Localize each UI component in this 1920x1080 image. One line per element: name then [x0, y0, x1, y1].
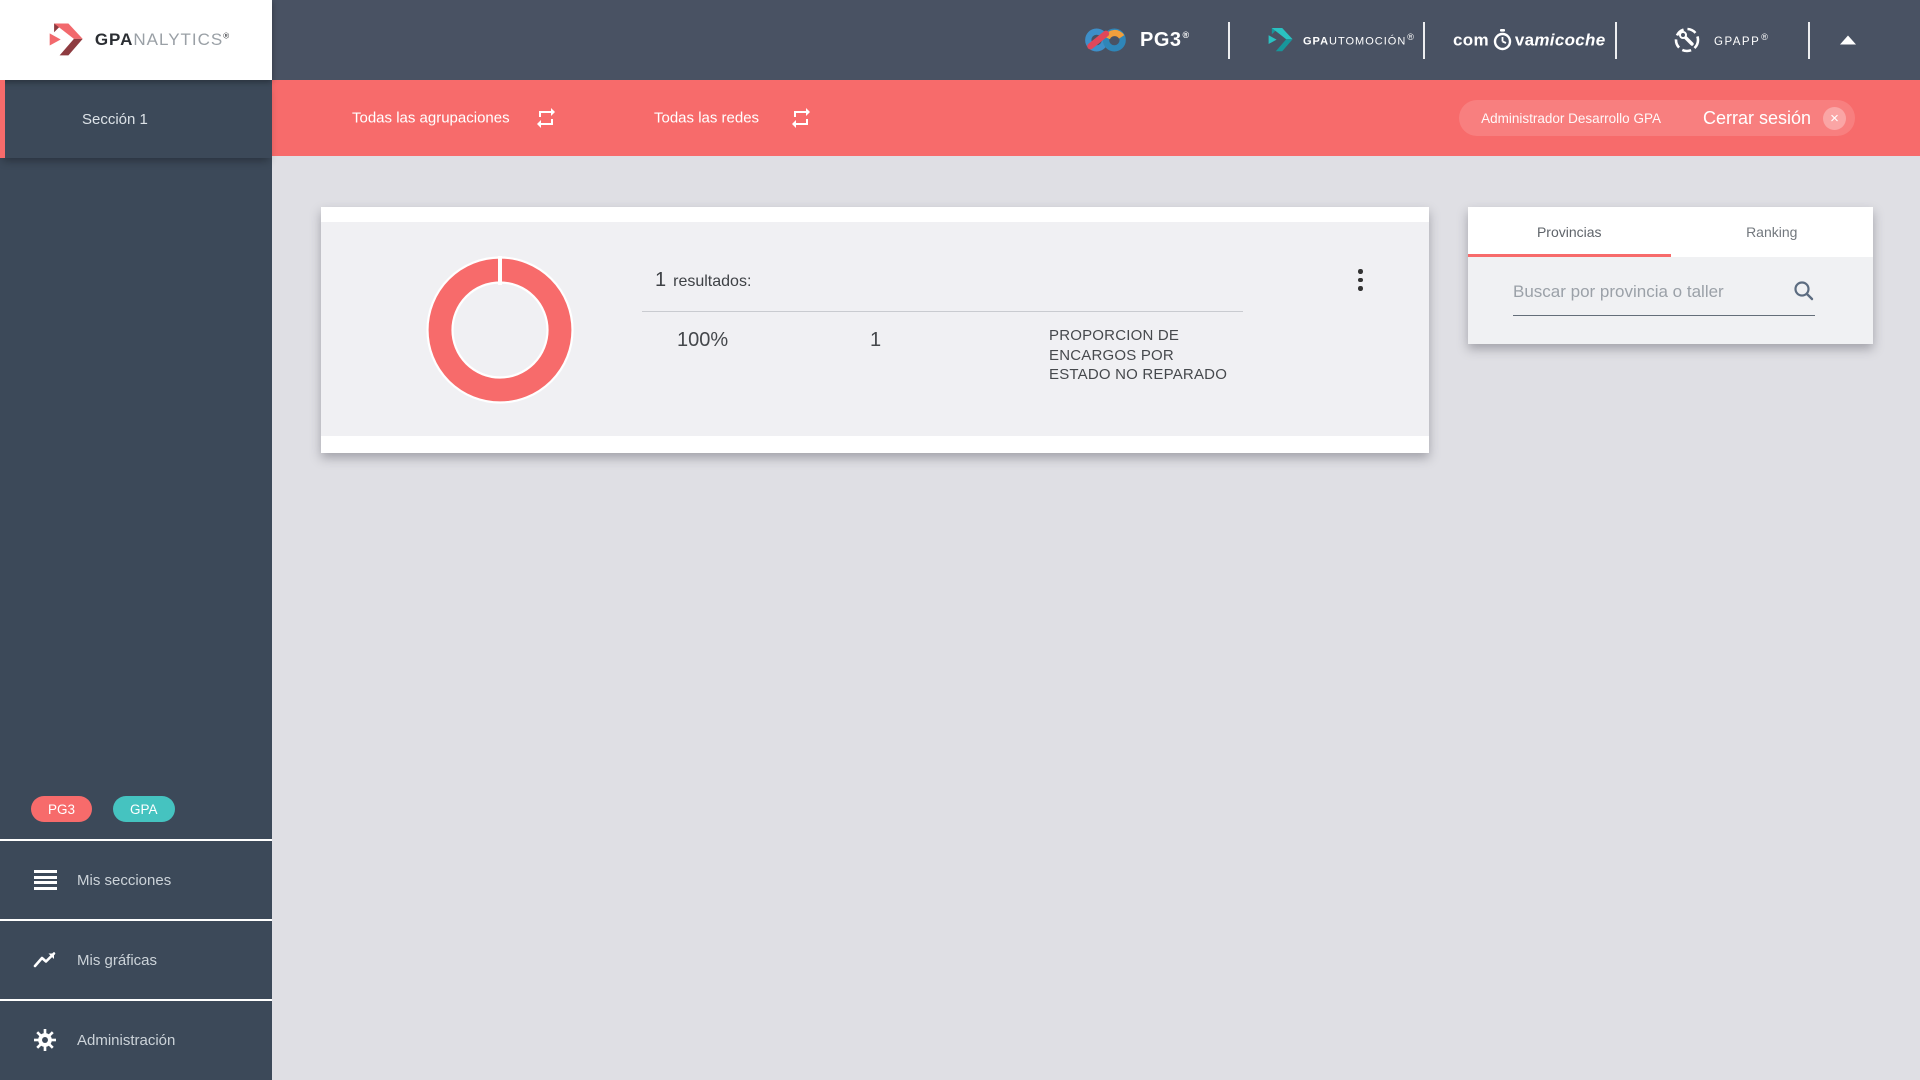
- sidebar-item-administracion[interactable]: Administración: [0, 1001, 272, 1079]
- swap-icon[interactable]: [789, 106, 813, 130]
- sidebar-item-label: Mis gráficas: [77, 951, 158, 969]
- filter-agrupaciones[interactable]: Todas las agrupaciones: [352, 109, 510, 127]
- pg3-logo: PG3®: [1082, 24, 1190, 56]
- menu-icon: [33, 870, 57, 890]
- gpautomocion-label: GPAUTOMOCIÓN®: [1303, 32, 1415, 48]
- header-separator: [1615, 22, 1617, 59]
- gpanalytics-wordmark: GPANALYTICS®: [94, 30, 231, 49]
- card-menu-button[interactable]: [1354, 265, 1367, 295]
- gpautomocion-logo: GPAUTOMOCIÓN®: [1263, 24, 1415, 56]
- collapse-control[interactable]: [1840, 35, 1856, 45]
- legend-count: 1: [870, 329, 882, 351]
- gpapp-wrench-icon: [1670, 22, 1706, 58]
- main-content: 1 resultados: 100% 1 PROPORCION DE ENCARG…: [272, 156, 1920, 1080]
- sidebar-item-label: Sección 1: [82, 110, 148, 128]
- results-count: 1: [655, 269, 667, 291]
- sidebar-item-mis-secciones[interactable]: Mis secciones: [0, 841, 272, 919]
- sidebar-item-seccion-1[interactable]: Sección 1: [0, 80, 272, 158]
- filter-redes[interactable]: Todas las redes: [654, 109, 760, 127]
- results-label: resultados:: [673, 273, 752, 290]
- legend-percent: 100%: [677, 329, 729, 351]
- tab-ranking[interactable]: Ranking: [1746, 224, 1798, 240]
- sidebar-badges: PG3 GPA: [31, 796, 175, 822]
- top-header: PG3® GPAUTOMOCIÓN® com: [272, 0, 1920, 80]
- card-divider: [642, 311, 1243, 312]
- header-separator: [1228, 22, 1230, 59]
- clock-icon: [1489, 29, 1515, 52]
- sidebar-item-mis-graficas[interactable]: Mis gráficas: [0, 921, 272, 999]
- line-chart-icon: [33, 950, 57, 970]
- chart-card: 1 resultados: 100% 1 PROPORCION DE ENCARG…: [321, 207, 1429, 453]
- search-field: [1513, 265, 1815, 316]
- sidebar: GPANALYTICS® Sección 1 PG3 GPA Mis secci…: [0, 0, 272, 1080]
- logout-button[interactable]: Cerrar sesión: [1702, 107, 1811, 128]
- pg3-label: PG3®: [1140, 28, 1190, 51]
- header-separator: [1808, 22, 1810, 59]
- gpanalytics-arrow-icon: [42, 18, 86, 62]
- gear-icon: [33, 1029, 57, 1051]
- gpapp-label: GPAPP®: [1714, 32, 1770, 48]
- comprava-part2: va: [1514, 30, 1535, 49]
- user-name: Administrador Desarrollo GPA: [1481, 110, 1661, 126]
- caret-up-icon[interactable]: [1840, 35, 1856, 45]
- gpapp-logo: GPAPP®: [1670, 22, 1769, 58]
- search-input[interactable]: [1513, 275, 1781, 309]
- logout-close-icon[interactable]: ×: [1823, 106, 1846, 130]
- filter-toolbar: Todas las agrupaciones Todas las redes A…: [272, 80, 1920, 156]
- compravamicoche-logo: com va micoche: [1453, 29, 1605, 52]
- results-summary: 1 resultados:: [655, 269, 751, 292]
- comprava-part1: com: [1453, 30, 1489, 49]
- gpanalytics-logo[interactable]: GPANALYTICS®: [0, 0, 272, 80]
- pg3-infinity-icon: [1082, 24, 1130, 56]
- search-icon[interactable]: [1793, 280, 1815, 307]
- sidebar-divider: [0, 919, 272, 921]
- user-session-pill: Administrador Desarrollo GPA Cerrar sesi…: [1459, 100, 1855, 136]
- gpautomocion-arrow-icon: [1263, 24, 1295, 56]
- panel-tabs: Provincias Ranking: [1468, 207, 1873, 257]
- comprava-part3: micoche: [1534, 30, 1606, 49]
- sidebar-divider: [0, 999, 272, 1001]
- donut-chart[interactable]: [425, 255, 575, 410]
- pg3-badge[interactable]: PG3: [31, 796, 93, 822]
- swap-icon[interactable]: [534, 106, 558, 130]
- header-separator: [1423, 22, 1425, 59]
- tab-provincias[interactable]: Provincias: [1468, 207, 1671, 257]
- gpa-badge[interactable]: GPA: [113, 796, 175, 822]
- sidebar-item-label: Administración: [77, 1031, 176, 1049]
- sidebar-item-label: Mis secciones: [77, 871, 172, 889]
- provinces-panel: Provincias Ranking: [1468, 207, 1873, 344]
- legend-series-label: PROPORCION DE ENCARGOS POR ESTADO NO REP…: [1049, 327, 1228, 383]
- sidebar-divider: [0, 839, 272, 841]
